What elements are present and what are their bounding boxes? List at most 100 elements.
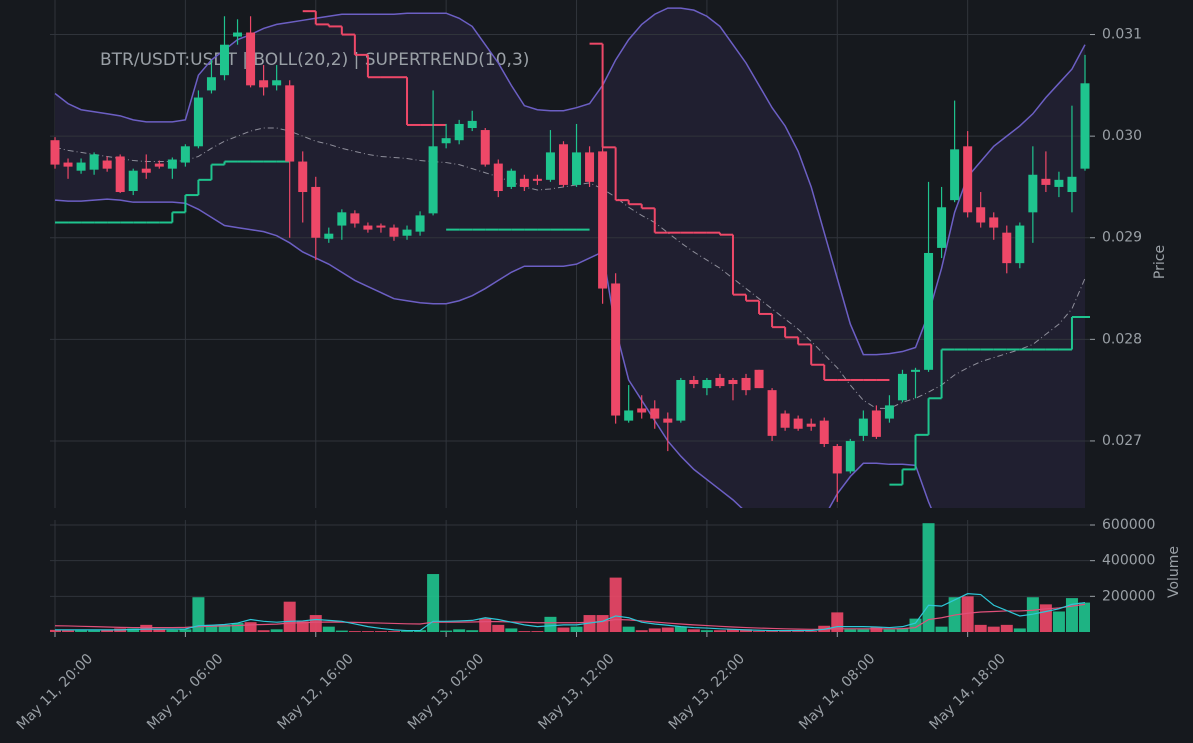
- candle-body: [324, 233, 334, 239]
- volume-bar: [779, 631, 792, 632]
- volume-axis-label: Volume: [1166, 546, 1182, 598]
- volume-bar: [179, 629, 192, 632]
- candle-body: [259, 80, 269, 88]
- volume-bar: [766, 631, 779, 632]
- volume-bar: [88, 630, 101, 632]
- volume-bar: [557, 627, 570, 632]
- volume-bar: [374, 631, 387, 632]
- candle-body: [1015, 225, 1025, 264]
- volume-bar: [50, 629, 61, 632]
- candle-body: [1028, 174, 1038, 213]
- volume-bar: [713, 630, 726, 632]
- candle-body: [493, 163, 503, 192]
- volume-bar: [648, 628, 661, 632]
- candle-body: [767, 390, 777, 436]
- candle-body: [1002, 232, 1012, 264]
- volume-ma-slow: [54, 603, 1086, 630]
- volume-bar: [518, 631, 531, 632]
- candle-body: [63, 162, 73, 167]
- candle-body: [1054, 179, 1064, 187]
- volume-bar: [687, 629, 700, 632]
- volume-bar: [401, 631, 414, 632]
- chart-title: BTR/USDT:USDT | BOLL(20,2) | SUPERTREND(…: [100, 50, 529, 70]
- volume-bar: [961, 596, 974, 632]
- candle-body: [206, 77, 216, 91]
- volume-bar: [387, 631, 400, 632]
- candle-body: [219, 44, 229, 76]
- volume-bar: [218, 624, 231, 632]
- volume-bar: [440, 630, 453, 632]
- volume-bar: [505, 628, 518, 632]
- volume-bar: [987, 626, 1000, 632]
- band-lower: [54, 198, 932, 508]
- candle-body: [454, 123, 464, 141]
- volume-bar: [283, 601, 296, 632]
- band-middle: [54, 127, 1086, 409]
- y-tick-label: 0.029: [1102, 230, 1142, 246]
- volume-bar: [531, 631, 544, 632]
- candle-body: [897, 373, 907, 401]
- y-tick-label: 0.031: [1102, 27, 1142, 43]
- volume-bar: [609, 577, 622, 632]
- volume-bar: [753, 631, 766, 632]
- candle-body: [141, 168, 151, 173]
- volume-bar: [322, 626, 335, 632]
- candle-body: [585, 152, 595, 182]
- volume-bar: [270, 629, 283, 632]
- candle-body: [102, 160, 112, 169]
- candle-body: [467, 120, 477, 129]
- volume-bar: [309, 615, 322, 632]
- volume-bar: [453, 629, 466, 632]
- volume-bar: [231, 623, 244, 632]
- candle-body: [389, 227, 399, 237]
- volume-bar: [244, 622, 257, 632]
- volume-bar: [740, 629, 753, 632]
- candle-body: [1080, 83, 1090, 169]
- candle-body: [441, 138, 451, 144]
- candle-body: [76, 162, 86, 171]
- candle-body: [1041, 178, 1051, 185]
- candle-body: [976, 207, 986, 223]
- candle-body: [832, 446, 842, 474]
- candle-body: [793, 418, 803, 429]
- volume-bar: [883, 629, 896, 632]
- candle-body: [937, 207, 947, 248]
- candle-body: [572, 152, 582, 185]
- volume-bar: [922, 523, 935, 632]
- candle-body: [989, 217, 999, 228]
- candle-body: [180, 146, 190, 163]
- candle-body: [428, 146, 438, 214]
- volume-bar: [805, 631, 818, 632]
- volume-bar: [296, 621, 309, 632]
- candle-body: [741, 377, 751, 391]
- candle-body: [963, 146, 973, 213]
- y-tick-label: 400000: [1102, 553, 1155, 569]
- volume-bar: [140, 624, 153, 632]
- candle-body: [715, 377, 725, 387]
- volume-bar: [166, 629, 179, 632]
- volume-bar: [1052, 611, 1065, 632]
- band-fill: [55, 8, 1085, 508]
- candle-body: [115, 156, 125, 193]
- volume-bar: [335, 630, 348, 632]
- y-tick-label: 0.028: [1102, 331, 1142, 347]
- volume-bar: [726, 629, 739, 632]
- candle-body: [754, 369, 764, 389]
- volume-bar: [896, 628, 909, 632]
- volume-bar: [570, 626, 583, 632]
- candle-body: [532, 178, 542, 181]
- candle-body: [233, 32, 243, 37]
- candle-body: [558, 144, 568, 185]
- candle-body: [272, 80, 282, 86]
- y-tick-label: 0.030: [1102, 128, 1142, 144]
- volume-bar: [661, 627, 674, 632]
- candle-body: [858, 418, 868, 436]
- candle-body: [1067, 176, 1077, 193]
- candle-body: [598, 151, 608, 289]
- candle-body: [480, 130, 490, 165]
- y-tick-label: 600000: [1102, 517, 1155, 533]
- candle-body: [363, 225, 373, 230]
- candle-body: [167, 159, 177, 169]
